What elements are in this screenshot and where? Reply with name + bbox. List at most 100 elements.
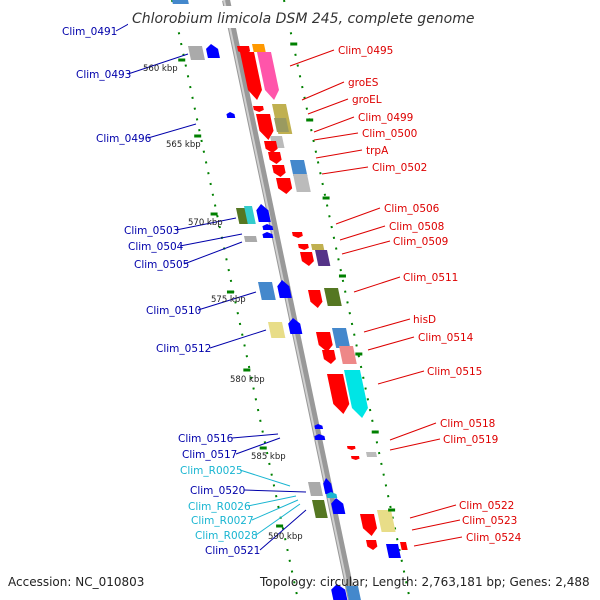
gene-block-forward xyxy=(256,114,274,140)
gene-block-forward xyxy=(268,152,282,164)
gene-label-right[interactable]: groES xyxy=(348,77,379,89)
gene-block-reverse xyxy=(268,322,286,338)
gene-block-forward xyxy=(332,328,351,348)
gene-block-forward xyxy=(344,370,368,418)
gene-block-forward xyxy=(300,252,314,266)
gene-block-forward xyxy=(324,288,342,306)
gene-block-reverse xyxy=(206,44,220,58)
gene-block-forward xyxy=(339,346,357,364)
label-connector xyxy=(239,469,291,487)
label-connector xyxy=(313,116,355,133)
gene-label-right[interactable]: groEL xyxy=(352,94,382,106)
label-connector xyxy=(389,438,441,451)
label-connector xyxy=(411,519,461,531)
gene-label-left[interactable]: Clim_0491 xyxy=(62,26,117,38)
gene-block-forward xyxy=(360,514,378,536)
gene-label-right[interactable]: Clim_0506 xyxy=(384,203,440,215)
scale-label: 585 kbp xyxy=(251,452,286,462)
gene-block-forward xyxy=(257,52,279,100)
gene-block-reverse xyxy=(288,318,303,334)
gene-label-right[interactable]: Clim_0499 xyxy=(358,112,413,124)
label-connector xyxy=(209,329,267,349)
label-connector xyxy=(315,149,363,159)
label-connector xyxy=(389,422,437,441)
label-connector xyxy=(255,503,301,536)
label-connector xyxy=(231,433,279,439)
gene-label-left[interactable]: Clim_0493 xyxy=(76,69,131,81)
gene-features xyxy=(172,0,408,600)
gene-block-reverse xyxy=(308,482,323,496)
label-connector xyxy=(247,495,297,507)
gene-label-right[interactable]: hisD xyxy=(413,314,436,326)
gene-label-right[interactable]: trpA xyxy=(366,145,389,157)
gene-label-right[interactable]: Clim_0522 xyxy=(459,500,514,512)
gene-label-right[interactable]: Clim_0500 xyxy=(362,128,417,140)
gene-block-forward xyxy=(366,452,378,457)
gene-label-right[interactable]: Clim_0518 xyxy=(440,418,495,430)
gene-block-reverse xyxy=(258,282,276,300)
genome-backbone xyxy=(222,0,356,600)
gene-label-right[interactable]: Clim_0515 xyxy=(427,366,482,378)
label-connector xyxy=(367,336,415,351)
gene-label-left[interactable]: Clim_0503 xyxy=(124,225,179,237)
gene-block-reverse xyxy=(331,498,346,514)
label-connector xyxy=(197,291,257,311)
scale-label: 560 kbp xyxy=(143,64,178,74)
gene-label-left[interactable]: Clim_0504 xyxy=(128,241,184,253)
gene-block-forward xyxy=(316,332,333,352)
label-connector xyxy=(321,166,369,175)
gene-block-forward xyxy=(311,244,325,250)
gene-block-forward xyxy=(298,244,309,250)
right-gene-labels: Clim_0495 groES groEL Clim_0499 Clim_050… xyxy=(338,45,522,544)
title-background xyxy=(128,6,474,28)
topology-text: Topology: circular; Length: 2,763,181 bp… xyxy=(259,575,590,589)
gene-label-left[interactable]: Clim_0517 xyxy=(182,449,237,461)
label-connector xyxy=(259,509,307,551)
gene-block-forward xyxy=(240,52,262,100)
gene-label-left[interactable]: Clim_0520 xyxy=(190,485,245,497)
label-connector xyxy=(147,123,197,139)
gene-label-right[interactable]: Clim_0511 xyxy=(403,272,458,284)
label-connector xyxy=(313,132,359,141)
gene-block-reverse xyxy=(262,232,274,238)
gene-block-forward xyxy=(315,250,331,266)
gene-block-forward xyxy=(377,510,396,532)
gene-block-forward xyxy=(272,165,286,177)
label-connector xyxy=(377,370,425,385)
rna-label-left[interactable]: Clim_R0027 xyxy=(191,515,254,527)
gene-block-forward xyxy=(308,290,323,308)
rna-label-left[interactable]: Clim_R0028 xyxy=(195,530,258,542)
gene-label-right[interactable]: Clim_0519 xyxy=(443,434,498,446)
gene-label-right[interactable]: Clim_0495 xyxy=(338,45,393,57)
label-connector xyxy=(175,217,237,231)
gene-label-left[interactable]: Clim_0512 xyxy=(156,343,211,355)
gene-label-right[interactable]: Clim_0514 xyxy=(418,332,474,344)
gene-block-forward xyxy=(347,446,356,450)
rna-label-left[interactable]: Clim_R0026 xyxy=(188,501,251,513)
scale-label: 580 kbp xyxy=(230,375,265,385)
gene-label-right[interactable]: Clim_0524 xyxy=(466,532,522,544)
gene-block-reverse xyxy=(323,478,334,494)
map-title: Chlorobium limicola DSM 245, complete ge… xyxy=(132,11,475,27)
gene-label-left[interactable]: Clim_0516 xyxy=(178,433,234,445)
gene-block-reverse xyxy=(188,46,205,60)
scale-ticks xyxy=(178,42,396,528)
gene-label-left[interactable]: Clim_0496 xyxy=(96,133,152,145)
scale-label: 565 kbp xyxy=(166,140,201,150)
rna-label-left[interactable]: Clim_R0025 xyxy=(180,465,243,477)
gene-label-left[interactable]: Clim_0521 xyxy=(205,545,260,557)
label-connector xyxy=(251,499,299,521)
label-connector xyxy=(235,437,281,455)
label-connector xyxy=(339,225,386,241)
gene-block-reverse xyxy=(256,204,271,222)
gene-label-right[interactable]: Clim_0509 xyxy=(393,236,448,248)
scale-labels: 560 kbp 565 kbp 570 kbp 575 kbp 580 kbp … xyxy=(143,64,303,542)
gene-block-reverse xyxy=(244,206,256,224)
label-connector xyxy=(243,489,307,493)
gene-label-right[interactable]: Clim_0502 xyxy=(372,162,427,174)
gene-label-left[interactable]: Clim_0510 xyxy=(146,305,201,317)
gene-block-forward xyxy=(276,178,293,194)
gene-label-right[interactable]: Clim_0523 xyxy=(462,515,517,527)
gene-label-right[interactable]: Clim_0508 xyxy=(389,221,444,233)
gene-label-left[interactable]: Clim_0505 xyxy=(134,259,189,271)
